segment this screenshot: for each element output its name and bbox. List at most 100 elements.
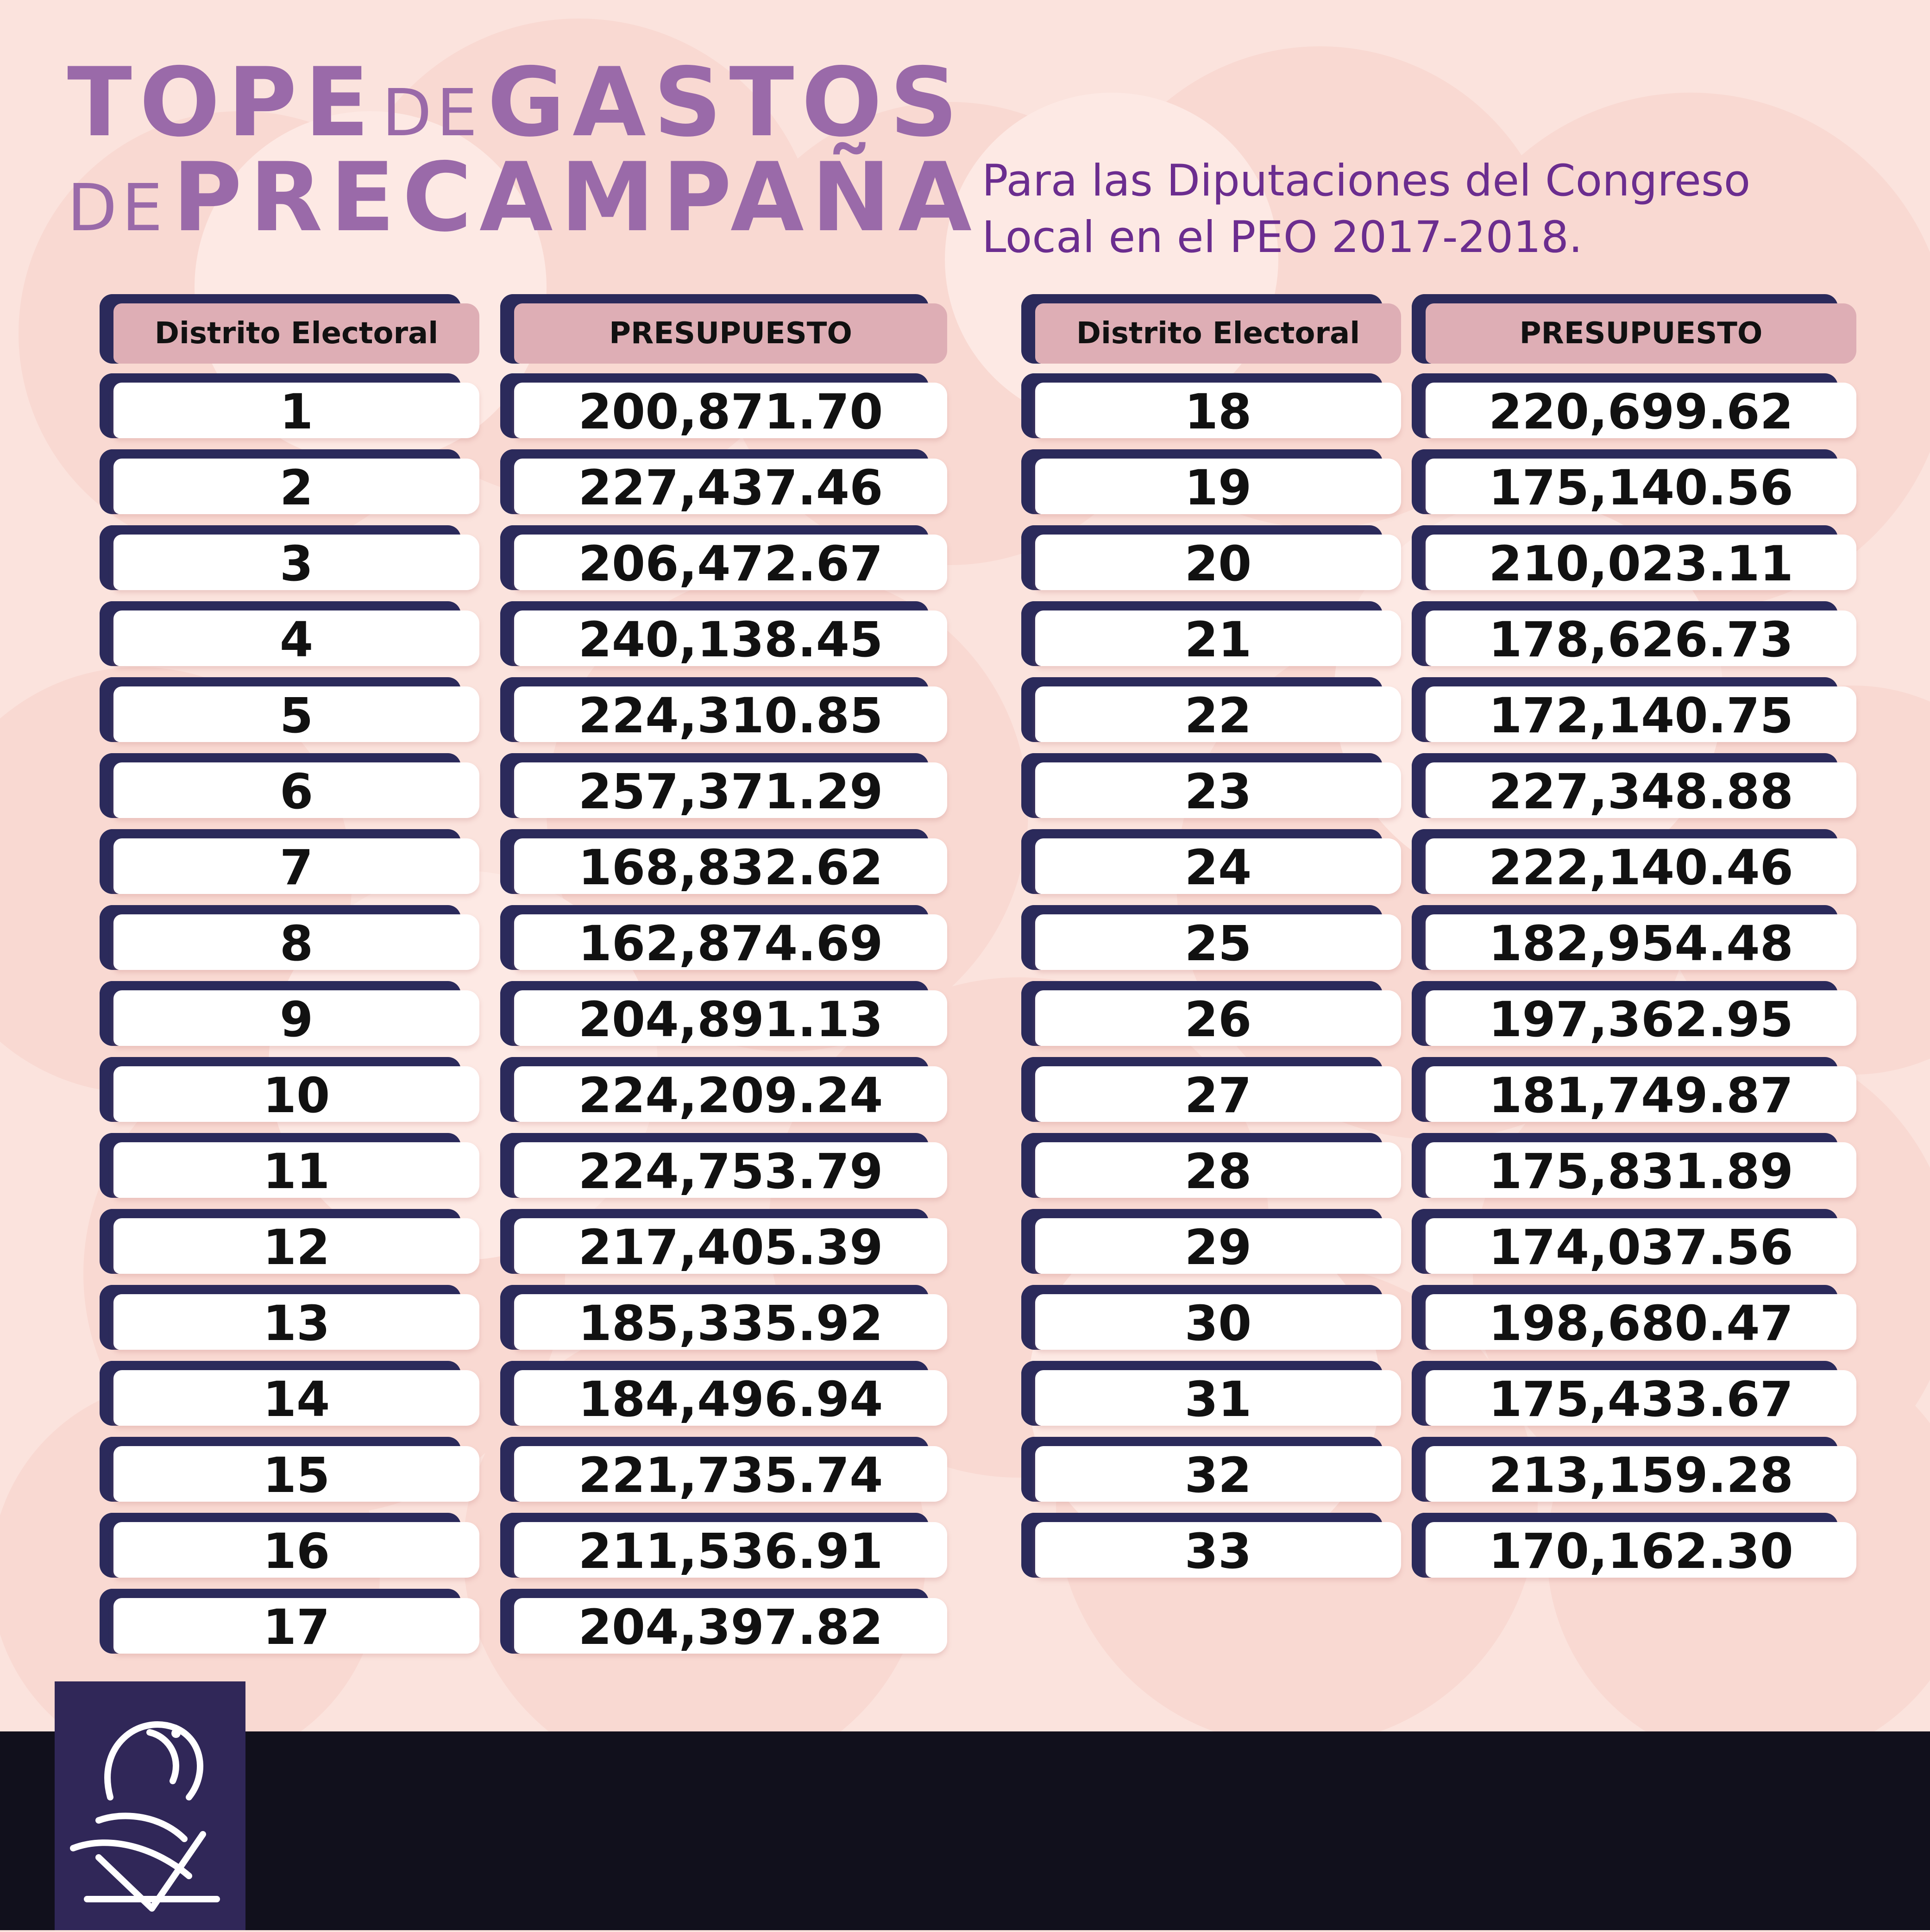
title-word-gastos: GASTOS [487, 48, 966, 158]
district-number: 20 [1035, 535, 1401, 592]
district-number-cell: 24 [1021, 829, 1401, 896]
district-number-cell: 17 [100, 1589, 479, 1655]
header-budget-right-cell: PRESUPUESTO [1412, 294, 1856, 364]
district-number: 5 [113, 686, 479, 744]
district-number-cell: 14 [100, 1361, 479, 1428]
budget-value-cell: 172,140.75 [1412, 677, 1856, 744]
district-number: 33 [1035, 1522, 1401, 1580]
budget-value-cell: 240,138.45 [500, 601, 947, 668]
district-number: 21 [1035, 610, 1401, 668]
budget-value-cell: 175,433.67 [1412, 1361, 1856, 1428]
budget-value-cell: 185,335.92 [500, 1285, 947, 1352]
budget-value: 178,626.73 [1426, 610, 1856, 668]
budget-value: 184,496.94 [514, 1370, 947, 1428]
budget-value-cell: 224,753.79 [500, 1133, 947, 1200]
district-number-cell: 23 [1021, 753, 1401, 820]
budget-value: 197,362.95 [1426, 990, 1856, 1048]
budget-value: 168,832.62 [514, 838, 947, 896]
district-number-cell: 27 [1021, 1057, 1401, 1124]
header-district-right-cell: Distrito Electoral [1021, 294, 1401, 364]
page-title-line-1: TOPE DE GASTOS [67, 56, 965, 151]
district-number-cell: 33 [1021, 1513, 1401, 1580]
district-number: 11 [113, 1142, 479, 1200]
budget-value-cell: 227,437.46 [500, 449, 947, 516]
district-number: 23 [1035, 762, 1401, 820]
district-number-cell: 31 [1021, 1361, 1401, 1428]
district-number: 22 [1035, 686, 1401, 744]
budget-value: 222,140.46 [1426, 838, 1856, 896]
budget-value-cell: 222,140.46 [1412, 829, 1856, 896]
district-number: 9 [113, 990, 479, 1048]
district-number-cell: 18 [1021, 373, 1401, 440]
district-number: 1 [113, 383, 479, 440]
district-number: 12 [113, 1218, 479, 1276]
budget-value: 240,138.45 [514, 610, 947, 668]
budget-value: 162,874.69 [514, 914, 947, 972]
district-number-cell: 13 [100, 1285, 479, 1352]
header-district-left-cell: Distrito Electoral [100, 294, 479, 364]
district-number-cell: 25 [1021, 905, 1401, 972]
budget-value: 213,159.28 [1426, 1446, 1856, 1504]
title-word-precampana: PRECAMPAÑA [172, 143, 979, 253]
title-word-tope: TOPE [67, 48, 377, 158]
budget-value-cell: 213,159.28 [1412, 1437, 1856, 1504]
district-number: 29 [1035, 1218, 1401, 1276]
district-number: 26 [1035, 990, 1401, 1048]
district-number: 8 [113, 914, 479, 972]
district-number-cell: 19 [1021, 449, 1401, 516]
budget-value: 221,735.74 [514, 1446, 947, 1504]
district-number: 3 [113, 535, 479, 592]
district-number-cell: 15 [100, 1437, 479, 1504]
header-budget-left: PRESUPUESTO [514, 303, 947, 364]
district-number: 4 [113, 610, 479, 668]
district-number-cell: 16 [100, 1513, 479, 1580]
budget-value-cell: 175,140.56 [1412, 449, 1856, 516]
budget-value-cell: 184,496.94 [500, 1361, 947, 1428]
header-district-left: Distrito Electoral [113, 303, 479, 364]
district-number: 31 [1035, 1370, 1401, 1428]
district-number-cell: 26 [1021, 981, 1401, 1048]
logo-box [55, 1681, 245, 1930]
title-word-de: DE [382, 76, 482, 151]
district-number: 14 [113, 1370, 479, 1428]
budget-value: 220,699.62 [1426, 383, 1856, 440]
district-number: 6 [113, 762, 479, 820]
district-number: 7 [113, 838, 479, 896]
subtitle-line-1: Para las Diputaciones del Congreso [982, 156, 1751, 206]
district-number-cell: 20 [1021, 525, 1401, 592]
budget-value: 206,472.67 [514, 535, 947, 592]
budget-value-cell: 197,362.95 [1412, 981, 1856, 1048]
budget-value-cell: 257,371.29 [500, 753, 947, 820]
budget-value-cell: 174,037.56 [1412, 1209, 1856, 1276]
district-number-cell: 21 [1021, 601, 1401, 668]
district-number: 30 [1035, 1294, 1401, 1352]
budget-value-cell: 198,680.47 [1412, 1285, 1856, 1352]
district-number-cell: 12 [100, 1209, 479, 1276]
budget-value: 257,371.29 [514, 762, 947, 820]
budget-value-cell: 204,397.82 [500, 1589, 947, 1655]
budget-value-cell: 224,310.85 [500, 677, 947, 744]
district-number-cell: 29 [1021, 1209, 1401, 1276]
budget-value-cell: 204,891.13 [500, 981, 947, 1048]
budget-value: 204,397.82 [514, 1598, 947, 1655]
district-number: 25 [1035, 914, 1401, 972]
budget-value-cell: 217,405.39 [500, 1209, 947, 1276]
budget-value: 175,831.89 [1426, 1142, 1856, 1200]
budget-value: 217,405.39 [514, 1218, 947, 1276]
header-budget-right: PRESUPUESTO [1426, 303, 1856, 364]
footer-bar [0, 1731, 1930, 1930]
district-number: 17 [113, 1598, 479, 1655]
budget-value: 224,753.79 [514, 1142, 947, 1200]
district-number: 32 [1035, 1446, 1401, 1504]
budget-value: 227,348.88 [1426, 762, 1856, 820]
district-number: 28 [1035, 1142, 1401, 1200]
budget-value: 175,433.67 [1426, 1370, 1856, 1428]
budget-value-cell: 206,472.67 [500, 525, 947, 592]
page-title-line-2: DE PRECAMPAÑA [67, 151, 979, 245]
budget-value-cell: 182,954.48 [1412, 905, 1856, 972]
district-number-cell: 5 [100, 677, 479, 744]
budget-value-cell: 168,832.62 [500, 829, 947, 896]
budget-value-cell: 162,874.69 [500, 905, 947, 972]
budget-value: 211,536.91 [514, 1522, 947, 1580]
budget-value-cell: 227,348.88 [1412, 753, 1856, 820]
